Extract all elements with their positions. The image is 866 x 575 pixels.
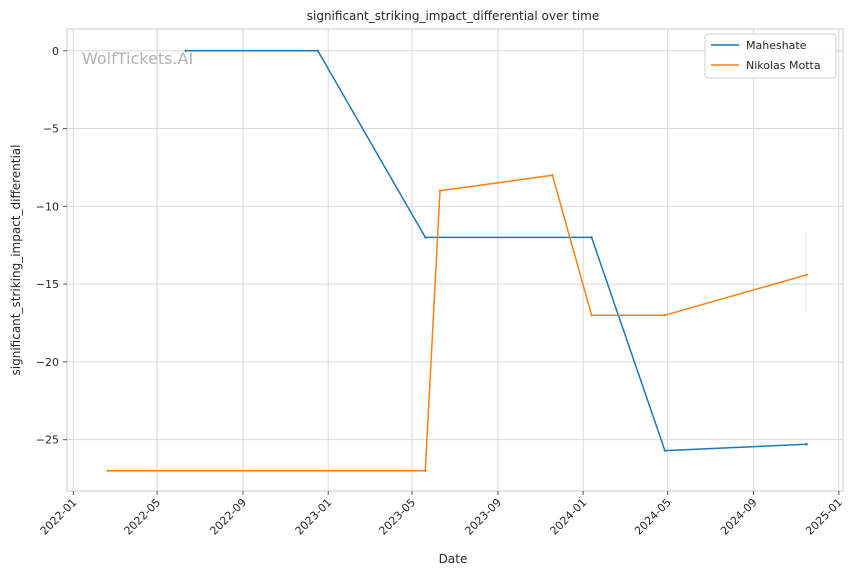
- x-tick-label: 2023-09: [462, 496, 504, 538]
- data-point-maheshate: [184, 49, 187, 52]
- legend-label-maheshate: Maheshate: [746, 39, 807, 52]
- data-point-nikolas-motta: [106, 469, 109, 472]
- legend-label-nikolas-motta: Nikolas Motta: [746, 59, 821, 72]
- data-point-maheshate: [805, 443, 808, 446]
- data-point-maheshate: [424, 236, 427, 239]
- x-tick-label: 2023-01: [293, 496, 335, 538]
- x-tick-label: 2022-09: [207, 496, 249, 538]
- y-tick-label: −25: [36, 434, 59, 447]
- y-axis-title: significant_striking_impact_differential: [9, 145, 23, 376]
- y-axis: 0 −5 −10 −15 −20 −25: [36, 45, 67, 447]
- series-layer: [106, 49, 808, 472]
- x-axis-title: Date: [439, 552, 468, 566]
- x-tick-label: 2022-01: [38, 496, 80, 538]
- data-point-maheshate: [316, 49, 319, 52]
- y-tick-label: −20: [36, 356, 59, 369]
- plot-area: [66, 28, 844, 492]
- x-tick-label: 2024-05: [632, 496, 674, 538]
- x-tick-label: 2024-01: [548, 496, 590, 538]
- legend: Maheshate Nikolas Motta: [704, 33, 837, 79]
- y-tick-label: −5: [43, 123, 59, 136]
- y-tick-label: −10: [36, 200, 59, 213]
- data-point-nikolas-motta: [805, 273, 808, 276]
- x-tick-label: 2023-05: [376, 496, 418, 538]
- data-point-nikolas-motta: [551, 174, 554, 177]
- data-point-nikolas-motta: [424, 469, 427, 472]
- data-point-nikolas-motta: [438, 189, 442, 192]
- data-point-nikolas-motta: [663, 314, 667, 317]
- data-point-nikolas-motta: [590, 314, 593, 317]
- x-tick-label: 2024-09: [718, 496, 760, 538]
- chart-title: significant_striking_impact_differential…: [307, 9, 599, 23]
- series-line-maheshate: [185, 50, 807, 452]
- y-tick-label: 0: [52, 45, 59, 58]
- y-tick-label: −15: [36, 278, 59, 291]
- x-axis: 2022-01 2022-05 2022-09 2023-01 2023-05 2023-…: [38, 491, 845, 538]
- x-tick-label: 2022-05: [122, 496, 164, 538]
- data-point-maheshate: [590, 236, 593, 239]
- x-tick-label: 2025-01: [803, 496, 845, 538]
- data-point-maheshate: [663, 449, 667, 452]
- watermark: WolfTickets.AI: [82, 49, 193, 68]
